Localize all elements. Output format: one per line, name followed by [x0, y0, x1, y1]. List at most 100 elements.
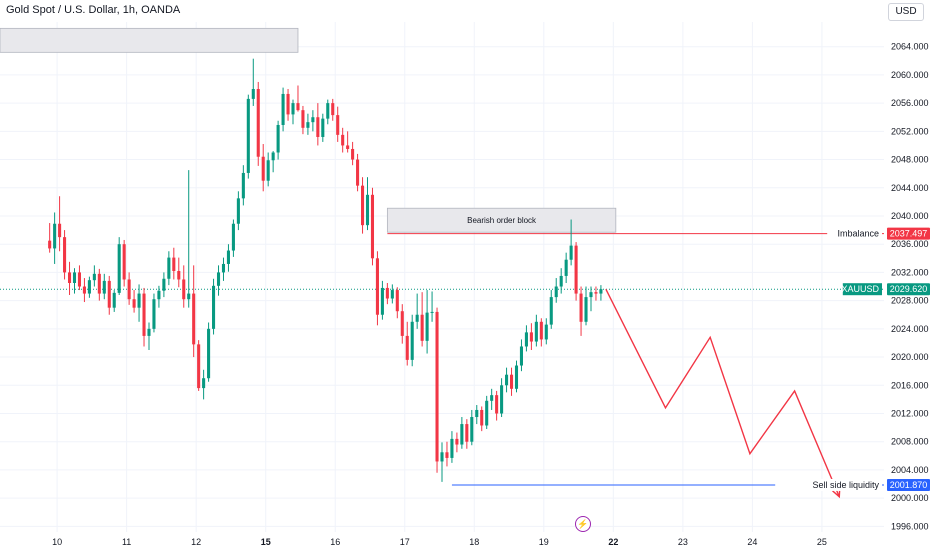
price-label-box [887, 227, 930, 240]
candle-body [48, 240, 52, 249]
candle-body [102, 280, 106, 294]
candle-body [172, 257, 176, 272]
time-tick-label: 24 [747, 537, 757, 547]
price-label-text: 2001.870 [890, 480, 928, 490]
candle-body [167, 257, 171, 279]
level-name-label: Sell side liquidity [812, 480, 879, 490]
candle-body [370, 194, 375, 259]
candle-body [445, 452, 449, 458]
candle-body [574, 245, 578, 294]
time-tick-label: 22 [608, 537, 618, 547]
candle-body [430, 311, 434, 313]
candle-body [226, 250, 230, 264]
candle-body [182, 279, 186, 300]
candle-body [231, 223, 235, 251]
price-tick-label: 2040.000 [891, 211, 929, 221]
candle-body [271, 152, 275, 161]
candle-body [346, 145, 350, 149]
level-name-box [827, 227, 882, 240]
candle-body [216, 272, 221, 286]
time-tick-label: 10 [52, 537, 62, 547]
candle-body [440, 452, 444, 462]
candle-body [236, 198, 240, 224]
currency-selector[interactable]: USD [888, 3, 924, 21]
candle-body [301, 110, 305, 128]
candle-body [549, 297, 553, 325]
candle-body [425, 312, 429, 341]
candle-body [490, 395, 494, 401]
candle-body [97, 273, 101, 294]
candle-body [415, 314, 419, 322]
candle-body [365, 194, 370, 226]
time-tick-label: 12 [191, 537, 201, 547]
price-tick-label: 2032.000 [891, 267, 929, 277]
candle-body [500, 385, 504, 414]
time-tick-label: 18 [469, 537, 479, 547]
level-name-box [842, 283, 882, 296]
candle-body [246, 98, 250, 173]
level-name-label: Imbalance [837, 229, 879, 239]
candle-body [92, 273, 96, 281]
candle-body [122, 244, 126, 280]
candle-body [395, 290, 399, 312]
candle-body [390, 290, 394, 299]
candle-body [341, 134, 345, 146]
candle-body [266, 160, 270, 181]
candle-body [539, 321, 543, 340]
candle-body [261, 156, 265, 181]
level-name-box [775, 478, 882, 491]
candle-body [524, 332, 528, 347]
price-label-box [887, 478, 930, 491]
candle-body [544, 324, 548, 340]
candle-body [380, 287, 384, 315]
price-label-text: 2037.497 [890, 229, 928, 239]
candle-body [311, 117, 315, 123]
candle-body [53, 223, 57, 249]
candle-body [142, 293, 146, 336]
candle-body [251, 89, 255, 99]
price-tick-label: 2052.000 [891, 126, 929, 136]
candle-body [356, 159, 360, 186]
time-tick-label: 17 [400, 537, 410, 547]
candle-body [400, 311, 404, 336]
time-tick-label: 11 [122, 537, 131, 547]
candle-body [82, 286, 86, 294]
order-block-zone [0, 27, 299, 53]
price-tick-label: 1996.000 [891, 521, 929, 531]
lightning-bolt-icon[interactable]: ⚡ [575, 516, 591, 532]
price-tick-label: 2060.000 [891, 70, 929, 80]
time-tick-label: 15 [261, 537, 271, 547]
candle-body [296, 103, 300, 111]
candle-body [241, 172, 245, 199]
candle-body [306, 122, 310, 128]
candle-body [67, 272, 72, 283]
candle-body [77, 272, 82, 287]
candle-body [291, 103, 295, 115]
time-tick-label: 16 [330, 537, 340, 547]
candle-body [276, 124, 280, 153]
candle-body [405, 335, 409, 360]
price-tick-label: 2056.000 [891, 98, 929, 108]
candle-body [336, 115, 340, 135]
candle-body [534, 321, 538, 342]
candle-body [197, 344, 201, 389]
candle-body [589, 292, 593, 298]
level-name-label: XAUUSD [841, 284, 879, 294]
candle-body [117, 244, 121, 293]
price-tick-label: 2024.000 [891, 324, 929, 334]
candle-body [360, 185, 365, 226]
candle-body [187, 293, 191, 300]
candle-body [450, 438, 454, 458]
candle-body [475, 409, 479, 418]
candle-body [480, 409, 484, 426]
candle-body [157, 290, 161, 300]
price-tick-label: 2000.000 [891, 493, 929, 503]
candle-body [584, 297, 588, 322]
candle-body [599, 289, 603, 294]
candle-body [460, 424, 464, 445]
candle-body [485, 400, 489, 426]
candle-body [152, 299, 156, 329]
candle-body [207, 328, 211, 379]
